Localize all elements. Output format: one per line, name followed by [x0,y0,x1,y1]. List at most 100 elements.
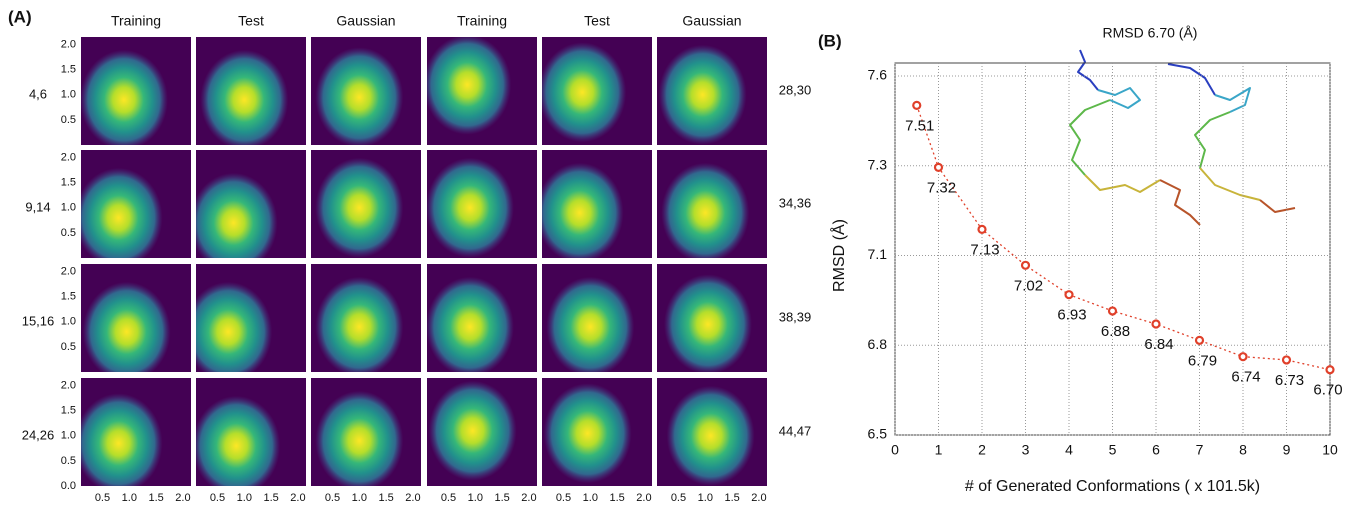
y-tick-label: 1.5 [61,291,76,303]
data-label: 7.13 [970,241,999,258]
density-peak [75,168,163,268]
y-tick-label: 1.0 [61,89,76,101]
density-peak [200,50,288,150]
data-label: 6.84 [1144,336,1173,353]
x-tick-label: 2.0 [636,492,651,504]
data-point [1196,337,1203,344]
density-peak [664,274,752,374]
x-tick-label: 2.0 [521,492,536,504]
column-title: Training [111,13,161,29]
x-tick-label: 1.0 [698,492,713,504]
y-tick-label: 1.5 [61,405,76,417]
data-label: 6.70 [1313,382,1342,399]
x-tick-label: 1.5 [263,492,278,504]
x-tick-label: 1.5 [378,492,393,504]
data-label: 6.93 [1057,307,1086,324]
x-tick-label: 0.5 [210,492,225,504]
data-point [1283,356,1290,363]
density-peak [423,35,511,135]
y-tick-label: 1.0 [61,430,76,442]
density-peak [429,381,517,481]
y-tick-label: 6.8 [868,336,888,352]
row-label: 28,30 [779,82,812,97]
x-tick-label: 9 [1283,442,1291,458]
y-axis-label: RMSD (Å) [829,219,848,292]
data-point [913,102,920,109]
x-tick-label: 2 [978,442,986,458]
data-point [1327,366,1334,373]
data-point [979,226,986,233]
x-tick-label: 0.5 [671,492,686,504]
row-label: 38,39 [779,309,812,324]
y-tick-label: 1.5 [61,64,76,76]
column-title: Gaussian [336,13,395,29]
x-tick-label: 8 [1239,442,1247,458]
x-tick-label: 1 [935,442,943,458]
x-tick-label: 1.0 [583,492,598,504]
density-peak [83,282,171,382]
data-label: 7.32 [927,179,956,196]
x-tick-label: 2.0 [175,492,190,504]
row-label: 24,26 [22,427,55,442]
data-label: 6.79 [1188,352,1217,369]
x-tick-label: 2.0 [405,492,420,504]
x-tick-label: 1.0 [352,492,367,504]
y-tick-label: 0.5 [61,227,76,239]
data-label: 7.51 [905,117,934,134]
data-point [1153,321,1160,328]
y-tick-label: 2.0 [61,265,76,277]
data-point [1022,262,1029,269]
x-tick-label: 0.5 [95,492,110,504]
column-title: Test [584,13,610,29]
figure: (A) (B) RMSD 6.70 (Å) Training Test Gaussi… [0,0,1349,510]
x-tick-label: 0.5 [325,492,340,504]
x-tick-label: 4 [1065,442,1073,458]
y-tick-label: 7.6 [868,67,888,83]
row-label: 4,6 [29,86,47,101]
panel-label: (B) [818,31,842,50]
x-tick-label: 5 [1109,442,1117,458]
density-peak [190,173,278,273]
x-tick-label: 6 [1152,442,1160,458]
panel-label: (A) [8,7,32,26]
row-label: 34,36 [779,195,812,210]
density-peak [536,163,624,263]
density-peak [80,50,168,150]
density-peak [315,391,403,491]
annotation: RMSD 6.70 (Å) [1103,25,1198,41]
data-point [1066,291,1073,298]
y-tick-label: 6.5 [868,426,888,442]
y-tick-label: 0.5 [61,341,76,353]
density-peak [426,277,514,377]
x-tick-label: 10 [1322,442,1338,458]
x-tick-label: 0.5 [556,492,571,504]
x-tick-label: 0 [891,442,899,458]
y-tick-label: 7.1 [868,246,888,262]
column-title: Training [457,13,507,29]
x-tick-label: 2.0 [290,492,305,504]
x-tick-label: 3 [1022,442,1030,458]
density-peak [315,277,403,377]
x-tick-label: 1.0 [122,492,137,504]
data-label: 7.02 [1014,277,1043,294]
density-peak [546,277,634,377]
x-tick-label: 1.0 [237,492,252,504]
density-peak [192,396,280,496]
data-label: 6.74 [1231,369,1260,386]
density-peak [75,393,163,493]
y-tick-label: 7.3 [868,156,888,172]
x-tick-label: 1.5 [609,492,624,504]
row-label: 9,14 [25,199,50,214]
density-peak [544,383,632,483]
density-peak [426,158,514,258]
density-peak [659,45,747,145]
y-tick-label: 2.0 [61,151,76,163]
y-tick-label: 2.0 [61,379,76,391]
x-tick-label: 1.5 [494,492,509,504]
x-tick-label: 1.5 [148,492,163,504]
density-peak [667,386,755,486]
density-peak [184,282,272,382]
data-label: 6.73 [1275,372,1304,389]
density-peak [538,42,626,142]
column-title: Test [238,13,264,29]
